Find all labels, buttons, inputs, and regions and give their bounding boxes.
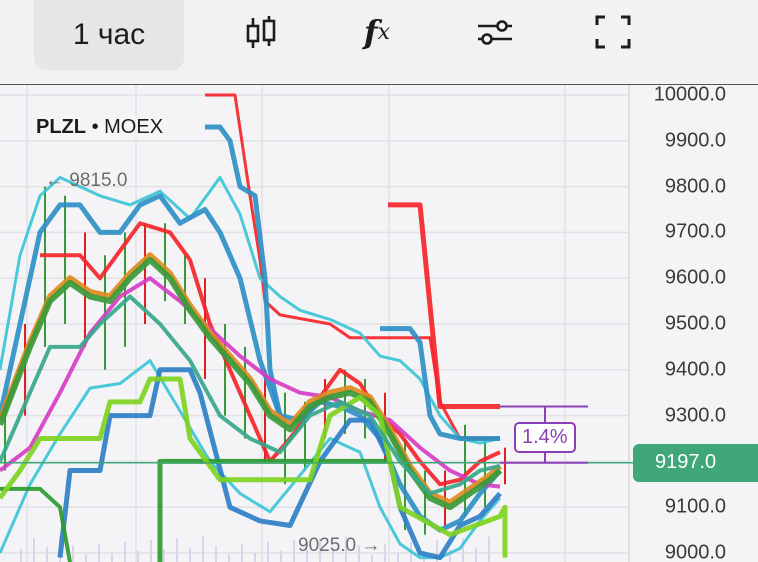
y-tick-label: 9700.0 [664, 220, 726, 243]
volume-bar [371, 554, 373, 562]
volume-bar [124, 541, 126, 562]
volume-bar [228, 554, 230, 562]
volume-bar [20, 549, 22, 562]
y-tick-label: 9800.0 [664, 175, 726, 198]
volume-bar [449, 549, 451, 562]
max-price-label: ← 9815.0 [45, 170, 128, 191]
volume-bar [280, 551, 282, 562]
volume-bar [488, 536, 490, 562]
volume-bar [189, 547, 191, 562]
volume-bar [397, 552, 399, 562]
indicator-line [0, 256, 503, 511]
volume-bar [150, 540, 152, 562]
indicator-line [57, 367, 502, 561]
volume-bar [332, 547, 334, 562]
volume-bar [436, 540, 438, 562]
indicator-line [0, 193, 502, 533]
volume-bar [293, 540, 295, 562]
min-price-label: 9025.0 → [298, 535, 381, 556]
exchange: MOEX [104, 116, 164, 138]
y-tick-label: 9100.0 [664, 495, 726, 518]
indicator-line [388, 202, 500, 409]
volume-bar [111, 552, 113, 562]
symbol: PLZL [36, 116, 86, 138]
volume-bar [306, 549, 308, 562]
candlestick-icon[interactable] [236, 10, 286, 54]
sliders-icon[interactable] [470, 10, 520, 54]
measure-percent-label[interactable]: 1.4% [514, 422, 576, 453]
volume-bar [358, 545, 360, 562]
fullscreen-icon[interactable] [588, 10, 638, 54]
volume-bar [462, 538, 464, 562]
current-price-badge: 9197.0 [633, 443, 758, 482]
fx-label: f [363, 13, 378, 51]
volume-bar [215, 545, 217, 562]
y-tick-label: 9900.0 [664, 129, 726, 152]
volume-bar [85, 554, 87, 562]
volume-bar [33, 538, 35, 562]
indicator-line [0, 376, 508, 558]
volume-bar [384, 543, 386, 562]
ticker-label: PLZL • MOEX [34, 116, 166, 139]
indicator-line [380, 326, 500, 441]
volume-bar [319, 538, 321, 562]
volume-bar [46, 547, 48, 562]
price-chart[interactable]: 10000.0 9900.0 9800.0 9700.0 9600.0 9500.0 940… [0, 83, 758, 562]
volume-bar [241, 543, 243, 562]
chart-plot[interactable] [0, 85, 758, 562]
volume-bar [176, 538, 178, 562]
volume-bar [72, 545, 74, 562]
timeframe-button[interactable]: 1 час [34, 0, 184, 70]
volume-bar [202, 536, 204, 562]
y-tick-label: 9300.0 [664, 404, 726, 427]
volume-bar [345, 536, 347, 562]
y-tick-label: 9600.0 [664, 266, 726, 289]
y-tick-label: 9500.0 [664, 312, 726, 335]
y-tick-label: 9000.0 [664, 541, 726, 562]
volume-bar [163, 549, 165, 562]
volume-bar [475, 547, 477, 562]
y-tick-label: 10000.0 [653, 83, 726, 106]
volume-bar [137, 550, 139, 562]
fx-sub: x [377, 19, 391, 45]
volume-bar [267, 541, 269, 562]
indicator-line [205, 124, 283, 417]
y-tick-label: 9400.0 [664, 358, 726, 381]
volume-bar [254, 552, 256, 562]
indicator-line [0, 294, 501, 496]
indicator-line [0, 486, 72, 562]
volume-bar [98, 543, 100, 562]
separator: • [91, 116, 99, 138]
